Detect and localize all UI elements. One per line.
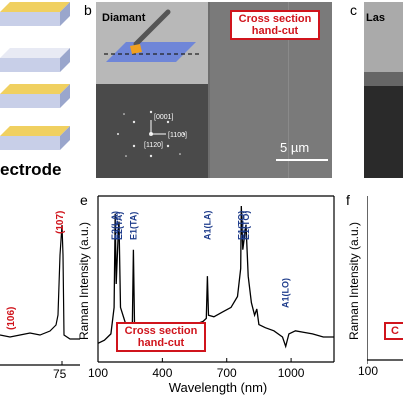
panel-e-xlabel: Wavelength (nm)	[168, 380, 268, 395]
peak-label: E1(TO)	[241, 211, 251, 240]
saed-inset: [0001] [1100] [1120]	[96, 84, 208, 178]
x-tick-label: 1000	[278, 366, 305, 380]
panel-c: Las	[364, 2, 403, 178]
peak-label: E2(TA)	[114, 212, 124, 240]
peak-label: A1(LA)	[202, 211, 212, 241]
saed-diffraction-pattern	[117, 110, 185, 158]
sem-crack-line	[288, 2, 289, 178]
panel-b-letter: b	[84, 2, 92, 18]
panel-e-ylabel: Raman Intensity (a.u.)	[77, 221, 91, 341]
x-tick-label: 700	[217, 366, 237, 380]
panel-c-band	[364, 72, 403, 86]
panel-f-ylabel: Raman Intensity (a.u.)	[347, 221, 361, 341]
panel-a-label: ectrode	[0, 160, 62, 179]
panel-f-axes	[367, 196, 403, 364]
panel-e-letter: e	[80, 192, 88, 208]
panel-d: (107) (106) 75	[0, 195, 80, 385]
panel-f-letter: f	[346, 192, 350, 208]
panel-b-box-line1: Cross section	[238, 13, 312, 25]
panel-b: Diamant [0001] [1100] [1120] Cross secti…	[96, 2, 332, 178]
raman-series-line	[97, 205, 334, 349]
panel-a: ectrode	[0, 0, 78, 190]
scalebar	[276, 159, 328, 161]
panel-b-cross-section-box: Cross section hand-cut	[230, 10, 320, 40]
diamant-tool-schematic	[104, 9, 202, 62]
peak-label: E1(TO)	[236, 211, 246, 240]
peak-label: A1(LO)	[281, 278, 291, 308]
panel-d-xrd-plot	[0, 224, 80, 366]
peak-label: E2(LA)	[110, 211, 120, 240]
raman-spectrum-chart: 100 400 700 1000 E2(LA)E2(TA) E1(TA) A1(LA) E1(…	[88, 195, 335, 380]
peak-label: E1(TA)	[128, 212, 138, 240]
peak-107: (107)	[55, 210, 66, 234]
tick-75: 75	[53, 367, 67, 381]
panel-f-tick-100: 100	[358, 364, 379, 378]
panel-c-label: Las	[366, 12, 385, 24]
panel-f-box: C	[384, 322, 403, 340]
panel-b-box-line2: hand-cut	[251, 25, 299, 37]
panel-e-box-line1: Cross section	[124, 325, 198, 337]
saed-1100: [1100]	[168, 132, 187, 139]
x-tick-label: 100	[88, 366, 108, 380]
scalebar-text: 5 µm	[280, 140, 310, 155]
diamant-label: Diamant	[102, 12, 146, 24]
x-tick-label: 400	[152, 366, 172, 380]
saed-0001: [0001]	[154, 114, 174, 121]
peak-106: (106)	[6, 306, 17, 330]
panel-c-letter: c	[350, 2, 357, 18]
panel-e-box-line2: hand-cut	[137, 337, 185, 349]
electrode-stack-illustration	[0, 2, 70, 150]
diamant-inset: Diamant	[96, 2, 208, 84]
panel-e-cross-section-box: Cross section hand-cut	[116, 322, 206, 352]
saed-1120: [1120]	[144, 142, 163, 149]
